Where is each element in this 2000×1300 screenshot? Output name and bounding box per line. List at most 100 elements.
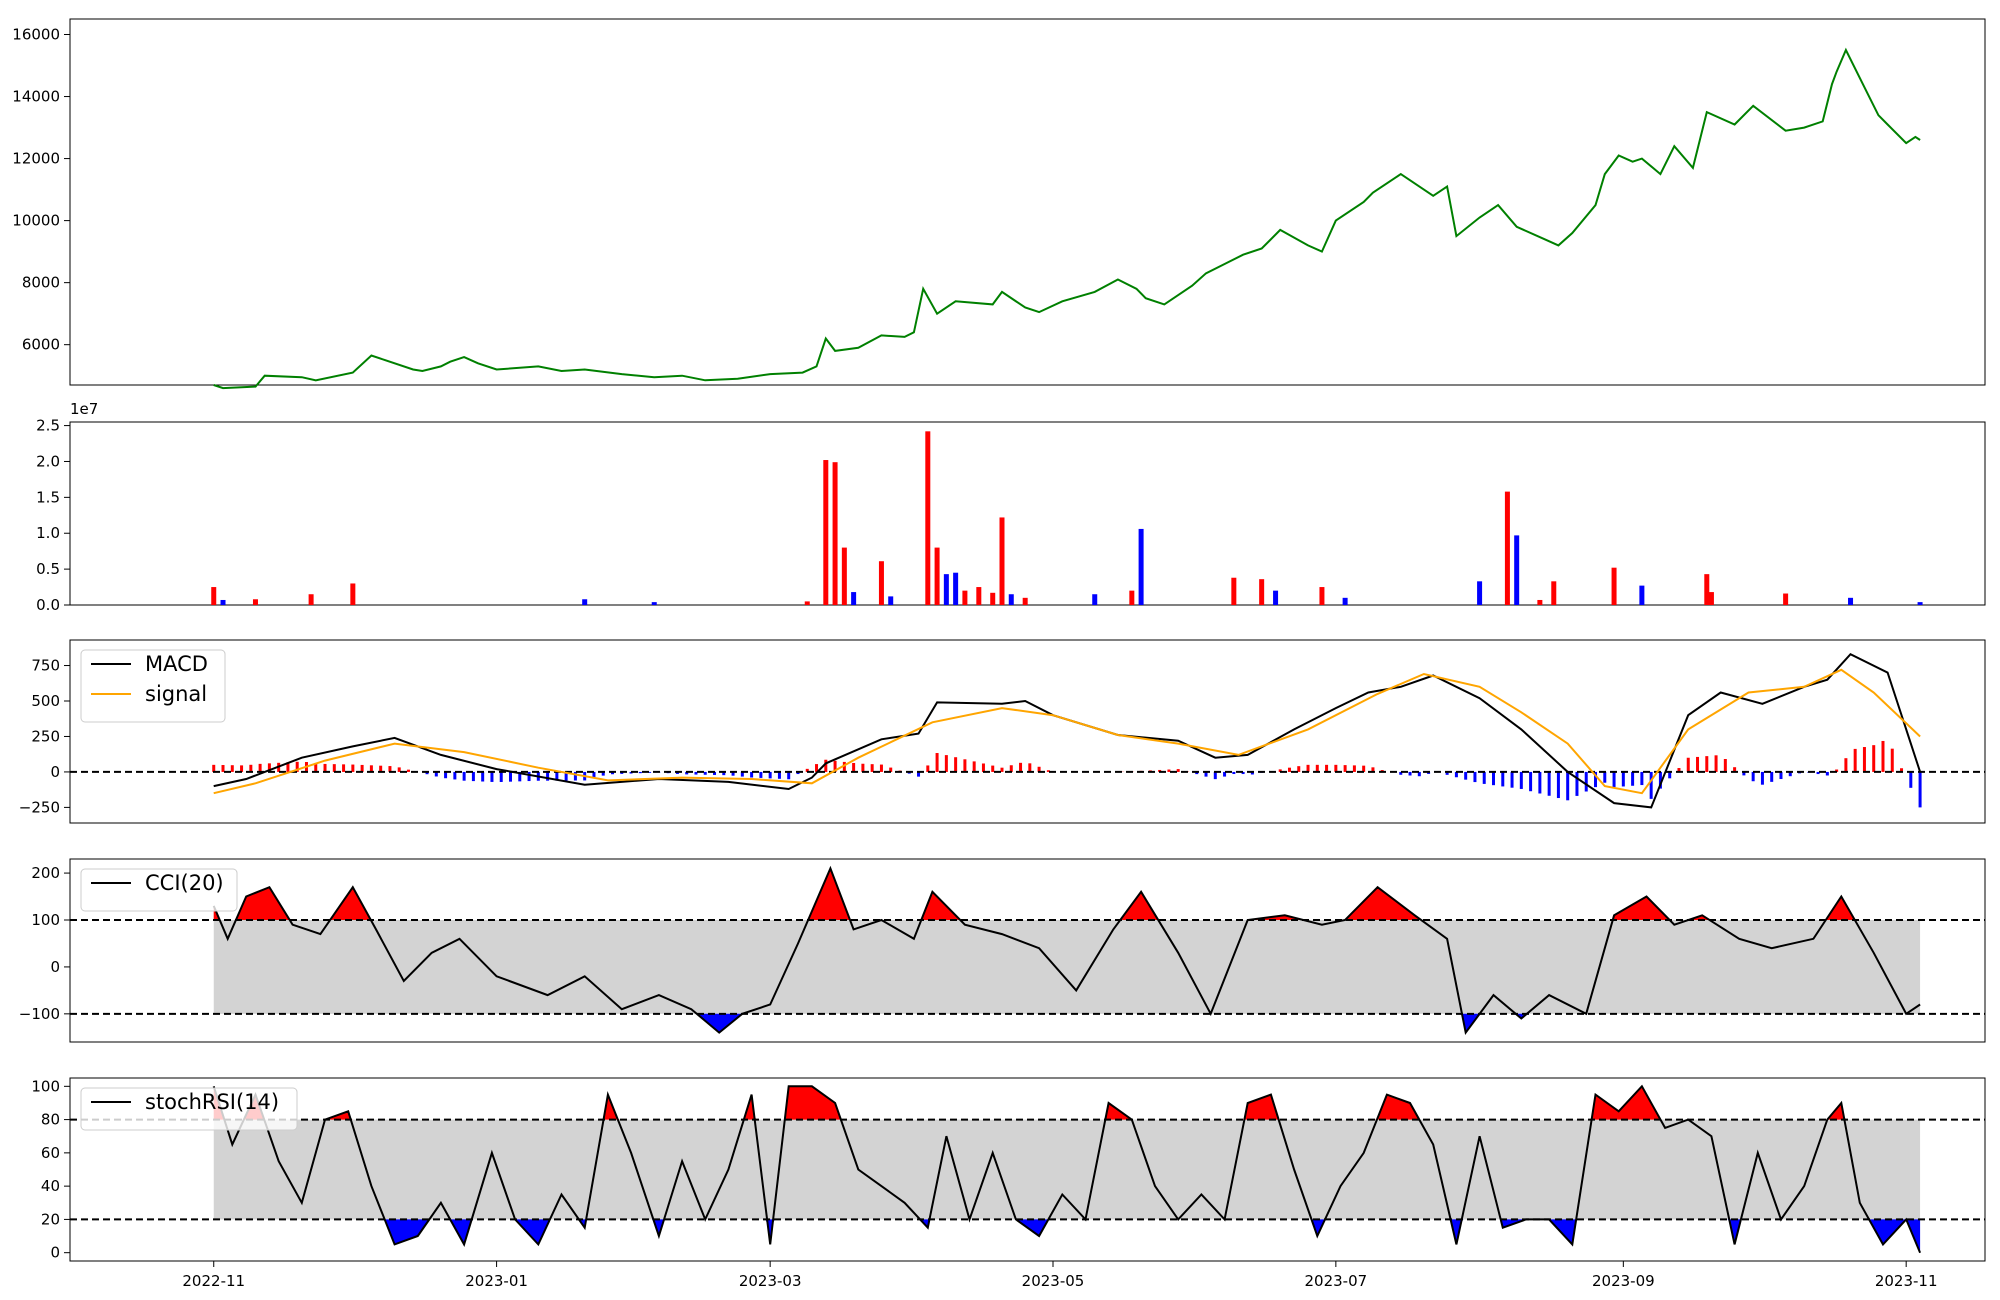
macd-histogram-bar xyxy=(1909,771,1913,788)
macd-histogram-bar xyxy=(1464,771,1468,780)
macd-histogram-bar xyxy=(1612,771,1616,788)
macd-ytick-label: 750 xyxy=(31,657,60,675)
macd-histogram-bar xyxy=(295,761,299,772)
macd-histogram-bar xyxy=(332,764,336,772)
macd-histogram-bar xyxy=(1696,756,1700,772)
macd-histogram-bar xyxy=(592,771,596,779)
volume-bar xyxy=(1611,567,1617,605)
macd-histogram-bar xyxy=(1343,765,1347,772)
volume-bar xyxy=(582,599,588,605)
macd-histogram-bar xyxy=(1195,771,1199,775)
macd-histogram-bar xyxy=(1232,771,1236,775)
volume-bar xyxy=(1092,594,1098,605)
cci-legend-box xyxy=(80,868,238,912)
macd-histogram-bar xyxy=(768,771,772,779)
macd-histogram-bar xyxy=(648,771,652,773)
macd-histogram-bar xyxy=(1417,771,1421,777)
macd-histogram-bar xyxy=(462,771,466,781)
macd-histogram-bar xyxy=(713,771,717,775)
macd-histogram-bar xyxy=(1788,771,1792,777)
macd-histogram-bar xyxy=(1037,766,1041,772)
volume-bar xyxy=(962,590,968,605)
macd-histogram-bar xyxy=(286,762,290,772)
volume-bar xyxy=(1917,602,1923,605)
price-ytick-label: 8000 xyxy=(22,274,60,292)
stoch_rsi-ytick-label: 60 xyxy=(41,1144,60,1162)
macd-histogram-bar xyxy=(1278,769,1282,772)
macd-histogram-bar xyxy=(935,753,939,772)
volume-ytick-label: 0.5 xyxy=(36,560,60,578)
macd-histogram-bar xyxy=(759,771,763,778)
volume-bar xyxy=(999,517,1005,605)
volume-bar xyxy=(1273,590,1279,605)
volume-bar xyxy=(841,547,847,605)
macd-histogram-bar xyxy=(1575,771,1579,796)
volume-ytick-label: 2.5 xyxy=(36,417,60,435)
macd-histogram-bar xyxy=(1482,771,1486,784)
macd-histogram-bar xyxy=(815,764,819,772)
macd-histogram-bar xyxy=(508,771,512,782)
stoch_rsi-band-fill xyxy=(213,1119,1921,1220)
macd-histogram-bar xyxy=(1491,771,1495,786)
stoch_rsi-legend-label: stochRSI(14) xyxy=(145,1090,279,1114)
macd-histogram-bar xyxy=(1009,765,1013,772)
macd-histogram-bar xyxy=(917,771,921,777)
macd-histogram-bar xyxy=(1000,767,1004,772)
volume-bar xyxy=(1022,597,1028,605)
cci-line xyxy=(212,865,1921,1036)
macd-histogram-bar xyxy=(406,769,410,772)
macd-histogram-bar xyxy=(824,759,828,772)
x-tick-label: 2023-01 xyxy=(465,1272,528,1290)
volume-bar xyxy=(925,431,931,605)
volume-ytick-label: 0.0 xyxy=(36,596,60,614)
macd-histogram-bar xyxy=(1658,771,1662,789)
macd-histogram-bar xyxy=(230,765,234,772)
macd-histogram-bar xyxy=(731,771,735,776)
volume-bar xyxy=(651,602,657,605)
macd-histogram-bar xyxy=(240,765,244,772)
macd-histogram-bar xyxy=(1742,771,1746,776)
macd-histogram-bar xyxy=(453,771,457,780)
macd-histogram-bar xyxy=(434,771,438,777)
macd-histogram-bar xyxy=(1770,771,1774,782)
macd-legend-label: signal xyxy=(145,682,207,706)
macd-histogram-bar xyxy=(611,771,615,775)
macd-histogram-bar xyxy=(1223,771,1227,777)
volume-bar xyxy=(1477,581,1483,605)
macd-histogram-bar xyxy=(879,764,883,772)
macd-histogram-bar xyxy=(1297,766,1301,772)
macd-histogram-bar xyxy=(722,771,726,776)
volume-bar xyxy=(1551,581,1557,605)
macd-histogram-bar xyxy=(1501,771,1505,787)
volume-ytick-label: 1.0 xyxy=(36,524,60,542)
cci-ytick-label: 200 xyxy=(31,864,60,882)
macd-histogram-bar xyxy=(499,771,503,782)
macd-histogram-bar xyxy=(388,766,392,772)
macd-histogram-bar xyxy=(1445,771,1449,775)
macd-histogram-bar xyxy=(1250,771,1254,775)
volume-bar xyxy=(943,574,949,605)
macd-ytick-label: 250 xyxy=(31,727,60,745)
volume-bar xyxy=(1319,587,1325,605)
volume-bar xyxy=(990,592,996,605)
macd-ytick-label: 0 xyxy=(50,763,60,781)
cci-overbought-fill xyxy=(213,868,1921,920)
macd-histogram-bar xyxy=(1538,771,1542,794)
cci-band-fill xyxy=(213,920,1921,1014)
cci-axes-frame xyxy=(69,858,1986,1043)
macd-histogram-bar xyxy=(944,755,948,772)
macd-histogram-bar xyxy=(249,764,253,772)
macd-histogram-bar xyxy=(490,771,494,782)
macd-ytick-label: −250 xyxy=(19,798,60,816)
volume-bar xyxy=(878,561,884,605)
macd-histogram-bar xyxy=(1594,771,1598,788)
volume-bar xyxy=(804,601,810,605)
macd-histogram-bar xyxy=(1881,740,1885,772)
macd-histogram-bar xyxy=(1751,771,1755,782)
macd-histogram-bar xyxy=(360,764,364,772)
volume-bar xyxy=(1342,597,1348,605)
stoch_rsi-ytick-label: 20 xyxy=(41,1210,60,1228)
volume-bar xyxy=(1537,599,1543,605)
volume-bar xyxy=(211,587,217,605)
